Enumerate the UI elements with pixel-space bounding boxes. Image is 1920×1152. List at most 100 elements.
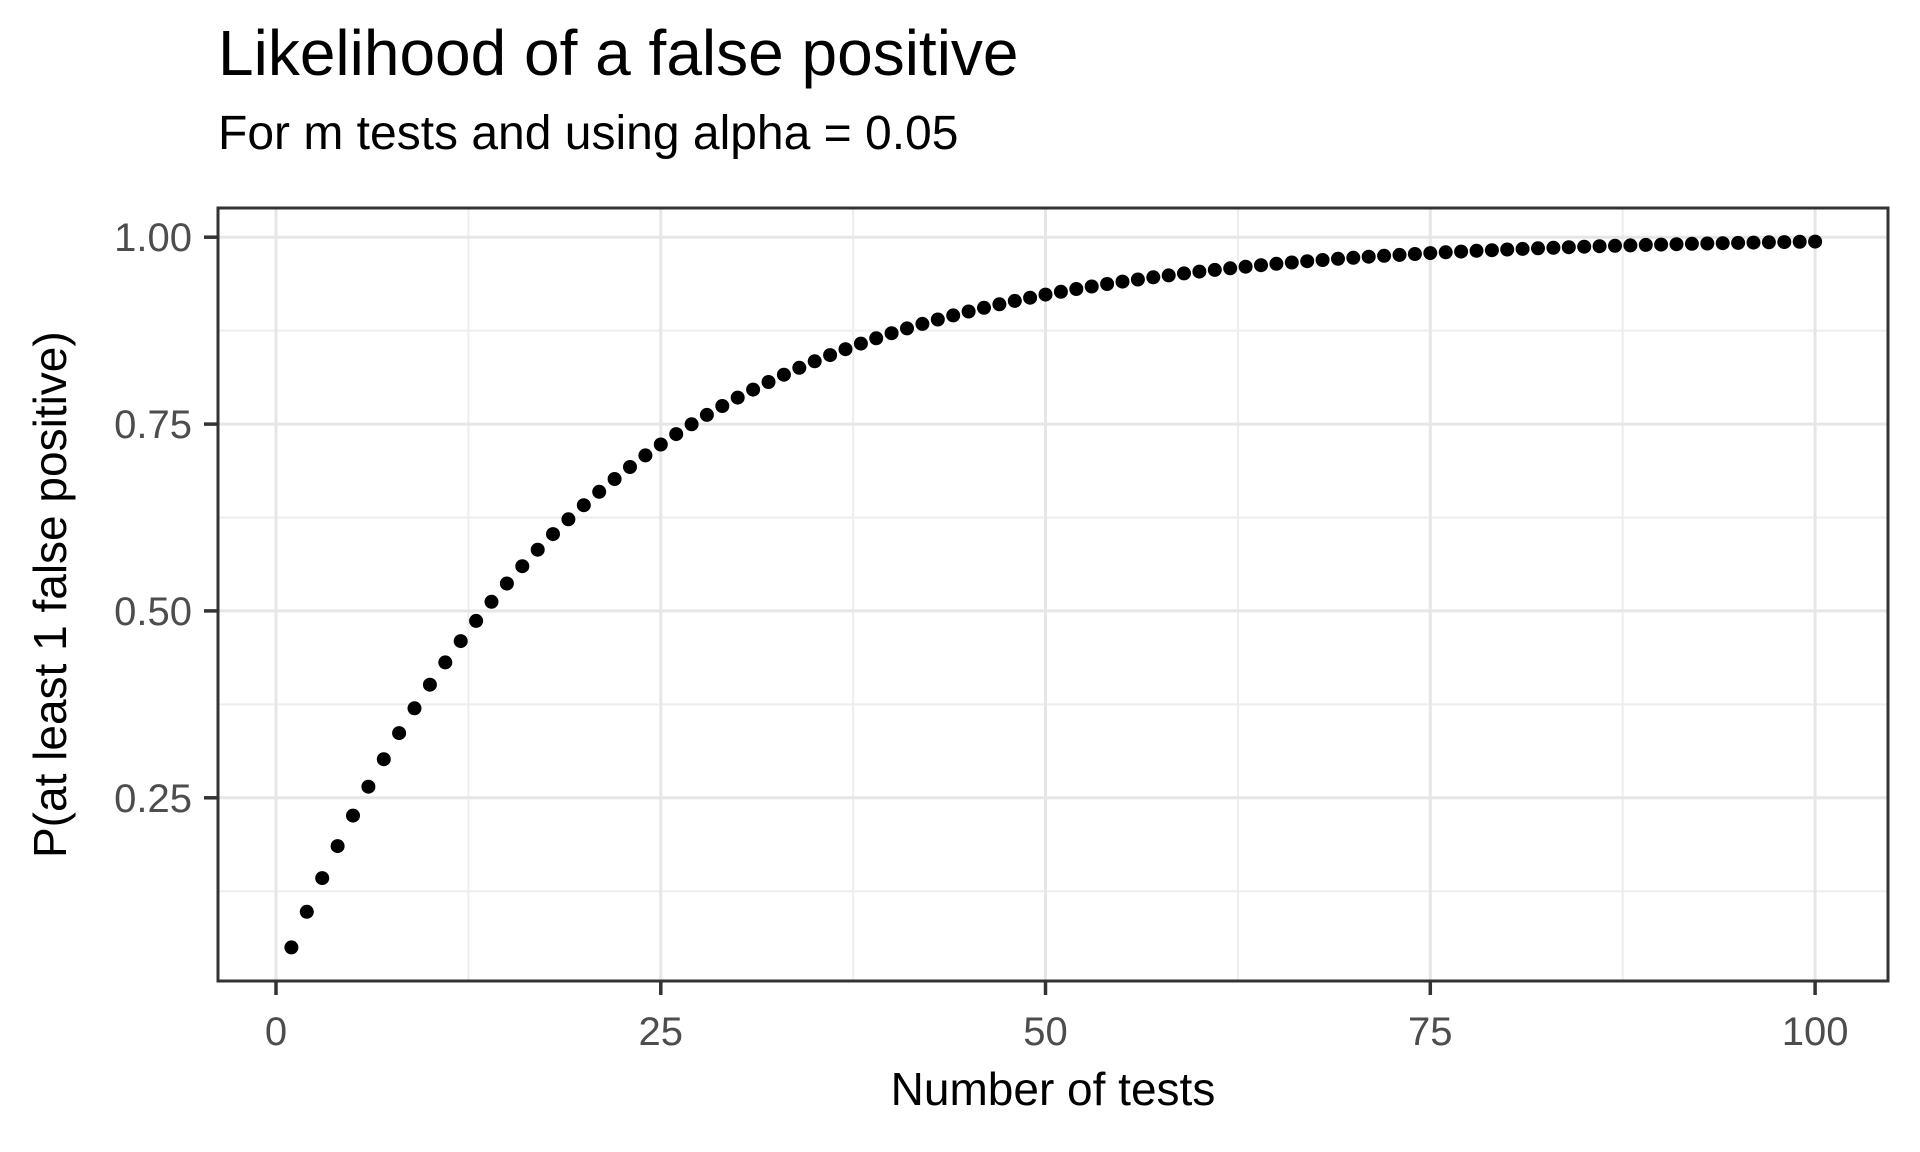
data-point — [1608, 238, 1622, 253]
data-point — [884, 326, 899, 341]
x-tick-label: 50 — [1023, 1010, 1068, 1054]
data-point — [1007, 293, 1022, 308]
data-point — [1300, 254, 1315, 269]
data-point — [315, 871, 330, 886]
data-point — [1146, 270, 1161, 285]
data-point — [1715, 236, 1730, 251]
data-point — [1761, 235, 1776, 250]
data-point — [638, 448, 653, 463]
data-point — [1638, 237, 1653, 252]
data-point — [515, 559, 530, 574]
data-point — [546, 527, 560, 542]
panel-border — [216, 206, 1890, 983]
data-point — [330, 839, 345, 854]
data-point — [946, 308, 961, 323]
data-point — [1623, 238, 1638, 253]
data-point — [1069, 282, 1084, 296]
data-point — [1392, 247, 1407, 262]
data-point — [977, 300, 991, 315]
data-point — [1500, 242, 1515, 257]
data-point — [684, 417, 699, 432]
data-point — [776, 367, 791, 382]
data-point — [1654, 237, 1669, 252]
data-point — [853, 336, 868, 351]
data-point — [669, 427, 684, 442]
data-point — [469, 613, 484, 628]
data-point — [1684, 236, 1699, 251]
data-point — [1546, 240, 1561, 255]
data-point — [284, 940, 299, 955]
y-tick-label: 0.25 — [114, 777, 192, 821]
x-tick-label: 0 — [265, 1010, 287, 1054]
data-point — [1223, 261, 1238, 276]
data-point — [592, 484, 607, 499]
data-point — [392, 726, 407, 741]
data-point — [407, 701, 422, 716]
data-point — [807, 354, 822, 369]
data-point — [1177, 266, 1191, 281]
data-point — [1084, 279, 1099, 294]
data-point — [561, 512, 576, 527]
data-point — [438, 655, 453, 670]
data-point — [1469, 243, 1484, 258]
data-point — [1746, 235, 1761, 250]
data-point — [361, 779, 376, 794]
data-point — [746, 382, 761, 397]
data-point — [1053, 284, 1068, 299]
data-point — [1238, 259, 1253, 274]
data-point — [961, 304, 976, 319]
data-point — [823, 348, 838, 363]
data-point — [1100, 277, 1115, 291]
x-tick-label: 75 — [1408, 1010, 1453, 1054]
data-point — [792, 360, 807, 375]
x-tick-label: 100 — [1782, 1010, 1849, 1054]
data-point — [1592, 239, 1607, 254]
data-point — [1254, 258, 1268, 273]
data-point — [1792, 234, 1807, 249]
data-point — [453, 634, 468, 649]
data-point — [1454, 244, 1469, 259]
data-point — [1192, 264, 1207, 279]
data-point — [1284, 255, 1299, 270]
data-point — [1808, 234, 1823, 249]
data-point — [1115, 274, 1130, 289]
data-point — [900, 321, 914, 336]
data-point — [1331, 251, 1345, 266]
data-point — [915, 316, 930, 331]
data-point — [607, 472, 622, 486]
data-point — [1207, 262, 1222, 277]
data-point — [346, 808, 360, 823]
data-point — [1561, 240, 1576, 255]
data-point — [1423, 246, 1438, 261]
data-point — [422, 677, 437, 692]
data-point — [1023, 290, 1038, 305]
chart-title: Likelihood of a false positive — [218, 17, 1019, 89]
data-point — [992, 297, 1007, 312]
data-point — [576, 498, 591, 513]
data-point — [1484, 243, 1499, 258]
data-point — [730, 390, 745, 405]
data-point — [1577, 239, 1592, 254]
data-point — [484, 594, 499, 609]
panel-background — [218, 208, 1888, 981]
data-point — [1269, 256, 1284, 271]
data-point — [376, 752, 391, 767]
data-point — [1346, 250, 1361, 265]
data-point — [1731, 235, 1746, 250]
data-point — [1438, 245, 1453, 260]
chart-subtitle: For m tests and using alpha = 0.05 — [218, 107, 959, 160]
y-tick-label: 0.50 — [114, 590, 192, 634]
data-point — [299, 904, 314, 919]
data-point — [1377, 248, 1392, 263]
data-point — [1531, 241, 1545, 256]
data-point — [1515, 241, 1530, 256]
data-point — [699, 407, 714, 422]
data-point — [1407, 247, 1422, 261]
data-point — [1130, 272, 1145, 287]
data-point — [499, 576, 514, 591]
data-point — [869, 331, 884, 346]
y-tick-label: 1.00 — [114, 216, 192, 260]
data-point — [1777, 235, 1792, 250]
